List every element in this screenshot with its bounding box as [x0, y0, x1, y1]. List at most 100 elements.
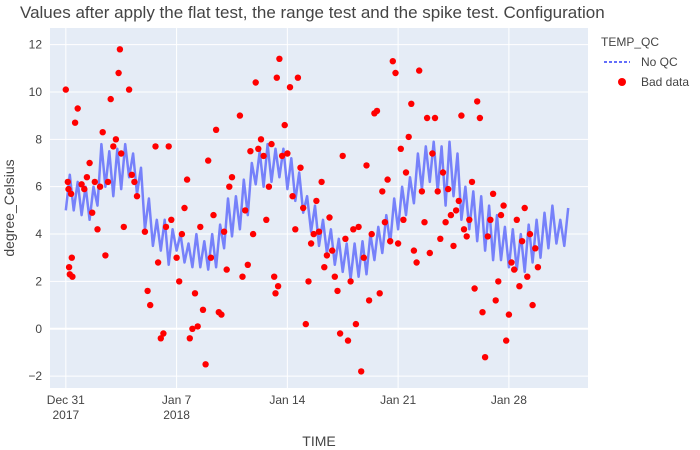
bad-data-point: [310, 230, 317, 238]
bad-data-point: [318, 178, 325, 186]
bad-data-point: [62, 86, 69, 93]
bad-data-point: [379, 188, 386, 195]
bad-data-point: [115, 69, 122, 77]
bad-data-point: [387, 238, 394, 245]
bad-data-point: [131, 178, 138, 186]
x-tick-sublabel: 2017: [52, 408, 79, 422]
bad-data-point: [154, 259, 162, 266]
plot-area: [62, 46, 570, 375]
bad-data-point: [329, 247, 336, 254]
bad-data-point: [526, 230, 534, 238]
bad-data-point: [534, 264, 542, 271]
bad-data-point: [532, 245, 539, 252]
bad-data-point: [323, 252, 331, 259]
bad-data-point: [68, 254, 76, 261]
bad-data-point: [321, 264, 328, 271]
bad-data-point: [373, 107, 381, 115]
bad-data-point: [247, 148, 254, 155]
bad-data-point: [289, 193, 296, 200]
bad-data-point: [439, 169, 447, 176]
bad-data-point: [181, 204, 188, 212]
bad-data-point: [205, 157, 212, 164]
x-tick-label: Jan 28: [491, 393, 527, 407]
bad-data-point: [442, 219, 449, 226]
bad-data-point: [431, 114, 439, 122]
bad-data-point: [336, 330, 344, 337]
bad-data-point: [529, 301, 536, 309]
bad-data-point: [278, 152, 286, 160]
bad-data-point: [74, 105, 81, 112]
bad-data-point: [421, 219, 428, 226]
legend-bad-data-label[interactable]: Bad data: [641, 75, 689, 89]
bad-data-point: [487, 216, 494, 223]
bad-data-point: [503, 337, 510, 344]
bad-data-point: [252, 79, 259, 86]
bad-data-point: [497, 211, 505, 219]
bad-data-point: [91, 178, 99, 186]
bad-data-point: [326, 214, 333, 221]
bad-data-point: [125, 86, 133, 93]
bad-data-point: [413, 259, 420, 266]
bad-data-point: [394, 240, 402, 247]
bad-data-point: [518, 238, 526, 245]
bad-data-point: [471, 285, 478, 292]
legend-no-qc-label[interactable]: No QC: [641, 55, 678, 69]
x-axis-title: TIME: [302, 433, 335, 449]
bad-data-point: [455, 197, 462, 205]
bad-data-point: [112, 136, 120, 143]
bad-data-point: [89, 209, 96, 216]
bad-data-point: [476, 114, 484, 122]
bad-data-point: [263, 216, 270, 223]
bad-data-point: [524, 273, 531, 280]
bad-data-point: [272, 290, 279, 297]
bad-data-point: [339, 152, 346, 160]
bad-data-point: [144, 287, 151, 295]
plot-background: [50, 28, 588, 388]
bad-data-point: [226, 183, 233, 190]
bad-data-point: [65, 185, 72, 193]
legend: TEMP_QC No QC Bad data: [601, 35, 689, 89]
bad-data-point: [355, 223, 362, 231]
bad-data-point: [183, 176, 191, 183]
bad-data-point: [197, 223, 204, 231]
bad-data-point: [300, 204, 307, 212]
bad-data-point: [347, 278, 354, 285]
bad-data-point: [274, 283, 282, 290]
bad-data-point: [268, 140, 275, 148]
x-tick-label: Jan 21: [380, 393, 416, 407]
bad-data-point: [133, 193, 141, 200]
bad-data-point: [292, 226, 299, 233]
bad-data-point: [376, 290, 383, 297]
bad-data-point: [492, 297, 499, 304]
y-axis: −2 0 2 4 6 8 10 12: [28, 38, 42, 384]
bad-data-point: [410, 247, 418, 254]
bad-data-point: [120, 223, 128, 231]
bad-data-point: [189, 325, 196, 332]
bad-data-point: [511, 266, 518, 273]
bad-data-point: [244, 261, 251, 268]
bad-data-point: [141, 228, 149, 235]
bad-data-point: [273, 74, 280, 81]
bad-data-point: [102, 252, 109, 259]
bad-data-point: [78, 181, 85, 188]
bad-data-point: [434, 188, 441, 195]
y-tick-label: 2: [35, 274, 42, 288]
bad-data-point: [207, 254, 215, 261]
bad-data-point: [392, 69, 399, 77]
bad-data-point: [239, 273, 246, 280]
bad-data-point: [83, 174, 91, 181]
bad-data-point: [423, 114, 431, 122]
bad-data-point: [384, 176, 391, 183]
bad-data-point: [402, 169, 410, 176]
bad-data-point: [460, 226, 468, 233]
bad-data-point: [500, 202, 507, 209]
bad-data-point: [313, 197, 320, 205]
bad-data-point: [400, 216, 407, 223]
bad-data-point: [458, 112, 465, 119]
legend-bad-data-swatch[interactable]: [618, 78, 626, 86]
bad-data-point: [352, 320, 360, 328]
bad-data-point: [437, 235, 444, 242]
bad-data-point: [360, 254, 367, 261]
bad-data-point: [157, 335, 164, 342]
bad-data-point: [71, 119, 79, 126]
